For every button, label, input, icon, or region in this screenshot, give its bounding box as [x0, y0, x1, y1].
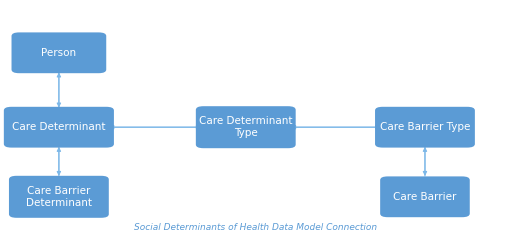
- Text: Social Determinants of Health Data Model Connection: Social Determinants of Health Data Model…: [135, 223, 377, 233]
- Text: Care Determinant
Type: Care Determinant Type: [199, 116, 292, 138]
- FancyBboxPatch shape: [4, 107, 114, 148]
- FancyBboxPatch shape: [196, 106, 295, 148]
- FancyBboxPatch shape: [9, 176, 109, 218]
- FancyBboxPatch shape: [12, 32, 106, 73]
- FancyBboxPatch shape: [375, 107, 475, 148]
- Text: Care Barrier Type: Care Barrier Type: [380, 122, 470, 132]
- Text: Care Barrier
Determinant: Care Barrier Determinant: [26, 186, 92, 208]
- Text: Care Determinant: Care Determinant: [12, 122, 105, 132]
- Text: Person: Person: [41, 48, 76, 58]
- FancyBboxPatch shape: [380, 176, 470, 217]
- Text: Care Barrier: Care Barrier: [393, 192, 457, 202]
